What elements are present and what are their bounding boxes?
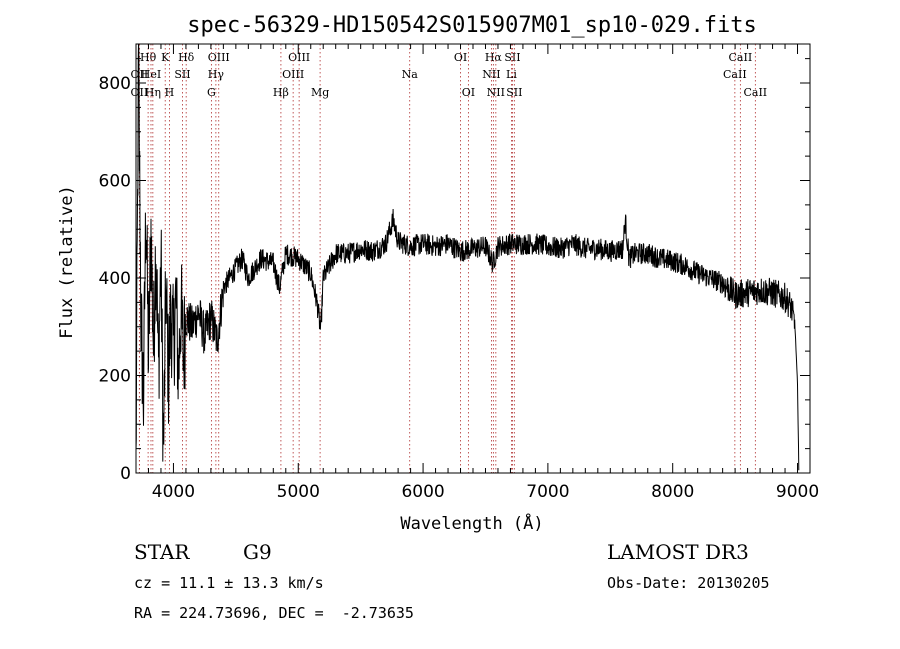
- coordinates: RA = 224.73696, DEC = -2.73635: [134, 604, 414, 622]
- y-tick-label-2: 400: [99, 269, 131, 289]
- y-tick-label-1: 200: [99, 367, 131, 387]
- line-marker-label-4: Hη: [145, 86, 161, 99]
- y-tick-label-4: 800: [99, 74, 131, 94]
- x-axis-label: Wavelength (Å): [400, 512, 543, 534]
- observation-date: Obs-Date: 20130205: [607, 574, 770, 592]
- x-tick-label-2: 6000: [401, 482, 444, 502]
- line-marker-label-27: CaII: [743, 86, 767, 99]
- flux-series-line: [135, 43, 800, 471]
- line-marker-label-14: OIII: [282, 68, 304, 81]
- line-marker-label-20: NII: [482, 68, 500, 81]
- line-marker-label-24: SII: [506, 86, 522, 99]
- line-marker-label-26: CaII: [723, 68, 747, 81]
- chart-title: spec-56329-HD150542S015907M01_sp10-029.f…: [187, 13, 757, 38]
- x-tick-label-3: 7000: [526, 482, 569, 502]
- line-marker-label-5: K: [161, 51, 170, 64]
- line-marker-label-7: SII: [174, 68, 190, 81]
- line-marker-label-2: Hθ: [140, 51, 157, 64]
- object-subclass: G9: [243, 540, 272, 564]
- survey-name: LAMOST DR3: [607, 540, 749, 564]
- y-tick-label-0: 0: [120, 464, 131, 484]
- line-marker-label-22: SII: [504, 51, 520, 64]
- redshift-velocity: cz = 11.1 ± 13.3 km/s: [134, 574, 324, 592]
- line-marker-label-13: OIII: [288, 51, 310, 64]
- line-marker-label-18: OI: [462, 86, 475, 99]
- y-axis-label: Flux (relative): [57, 185, 77, 339]
- line-marker-label-16: Na: [402, 68, 419, 81]
- x-tick-label-0: 4000: [152, 482, 195, 502]
- line-marker-label-19: Hα: [485, 51, 503, 64]
- x-tick-label-1: 5000: [277, 482, 320, 502]
- line-marker-label-6: H: [165, 86, 175, 99]
- line-marker-label-12: Hβ: [273, 86, 289, 99]
- y-tick-label-3: 600: [99, 172, 131, 192]
- line-marker-label-21: NII: [487, 86, 505, 99]
- axis-ticks: 4000 5000 6000 7000 8000 9000 0 200 400 600 800: [99, 44, 819, 502]
- line-marker-label-9: OIII: [208, 51, 230, 64]
- line-marker-label-23: Li: [506, 68, 517, 81]
- x-tick-label-4: 8000: [651, 482, 694, 502]
- line-marker-label-17: OI: [454, 51, 467, 64]
- line-marker-label-10: Hγ: [208, 68, 225, 81]
- line-marker-label-15: Mg: [311, 86, 329, 99]
- line-marker-label-8: Hδ: [178, 51, 195, 64]
- line-marker-label-25: CaII: [729, 51, 753, 64]
- x-tick-label-5: 9000: [776, 482, 819, 502]
- line-marker-label-3: HeI: [141, 68, 161, 81]
- object-class: STAR: [134, 540, 190, 564]
- line-marker-label-11: G: [207, 86, 216, 99]
